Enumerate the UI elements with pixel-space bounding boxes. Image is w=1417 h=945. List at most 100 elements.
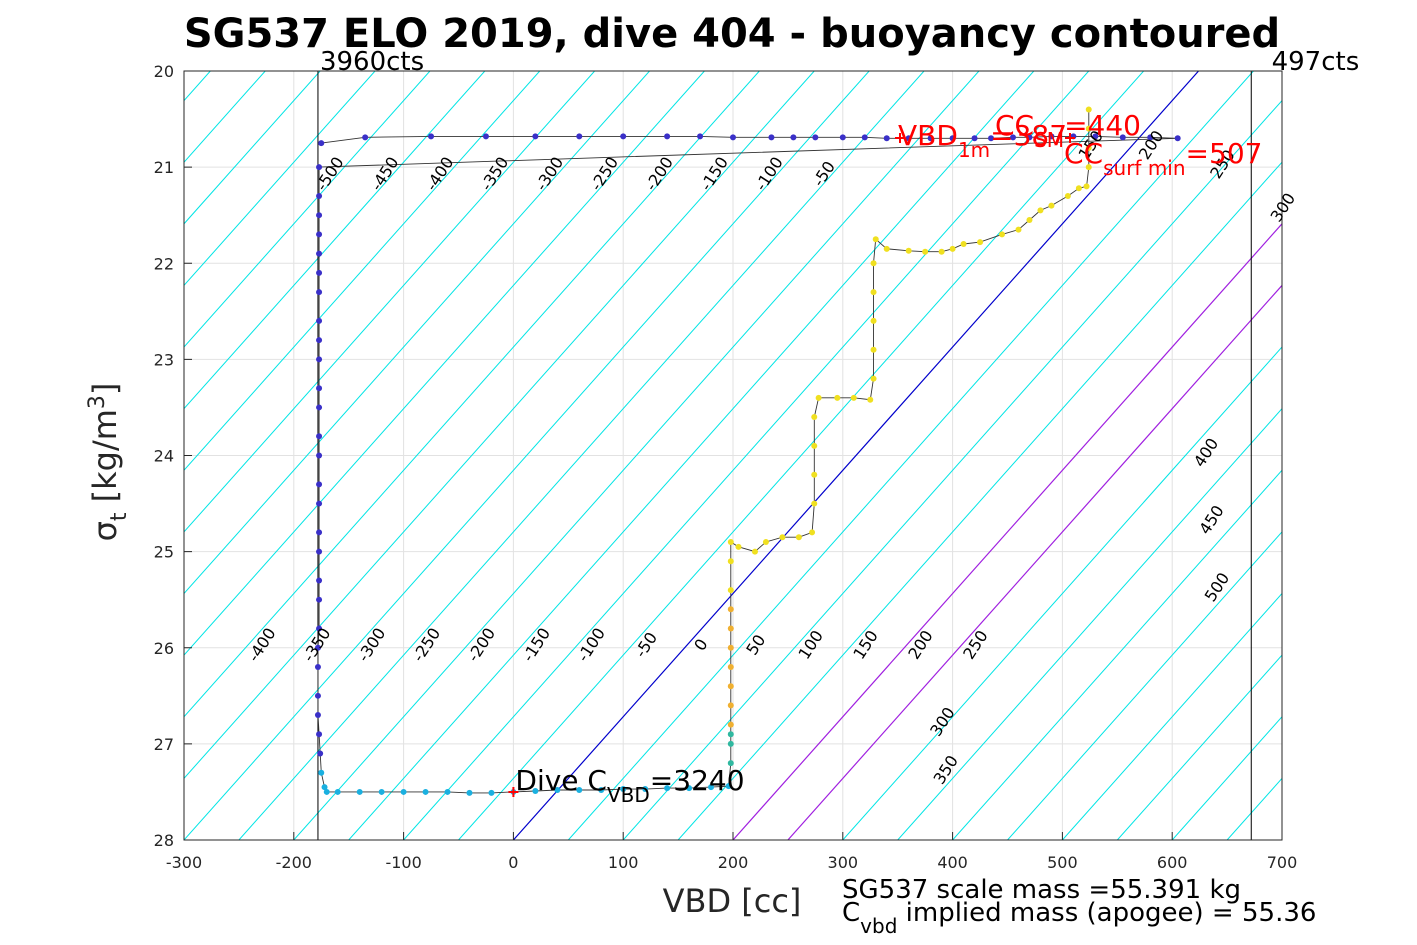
data-point xyxy=(334,788,341,795)
data-point xyxy=(620,133,627,140)
ticks: -300 -200 -100 0 100 200 300 400 500 600 700 20 21 22… xyxy=(154,62,1298,872)
data-point xyxy=(1083,183,1090,190)
data-point xyxy=(1085,106,1092,113)
y-tick-label: 22 xyxy=(154,254,174,273)
data-point xyxy=(318,140,325,147)
x-tick-label: -200 xyxy=(276,853,312,872)
data-point xyxy=(861,134,868,141)
data-point xyxy=(815,394,822,401)
data-point xyxy=(316,548,323,555)
x-tick-label: -300 xyxy=(166,853,202,872)
data-point xyxy=(321,784,328,791)
y-tick-label: 28 xyxy=(154,831,174,850)
data-point xyxy=(727,721,734,728)
buoyancy-contours xyxy=(184,71,1417,840)
x-tick-label: 300 xyxy=(828,853,859,872)
data-point xyxy=(316,231,323,238)
data-point xyxy=(316,250,323,257)
data-point xyxy=(466,789,473,796)
data-point xyxy=(686,785,693,792)
data-point xyxy=(317,750,324,757)
data-point xyxy=(362,134,369,141)
data-point xyxy=(316,164,323,171)
contour-line xyxy=(1281,839,1282,840)
data-point xyxy=(316,481,323,488)
data-point xyxy=(316,317,323,324)
data-point xyxy=(1085,125,1092,132)
contour-line xyxy=(184,71,486,410)
data-point xyxy=(1174,135,1181,142)
data-point xyxy=(316,404,323,411)
x-tick-label: 500 xyxy=(1047,853,1078,872)
series xyxy=(314,106,1181,796)
contour-line xyxy=(184,71,650,595)
data-point xyxy=(850,394,857,401)
implied-mass-text: implied mass (apogee) = 55.36 xyxy=(897,898,1316,928)
y-tick-label: 25 xyxy=(154,543,174,562)
y-tick-label: 27 xyxy=(154,735,174,754)
data-point xyxy=(834,394,841,401)
data-point xyxy=(1075,185,1082,192)
y-axis-label-units-close: ] xyxy=(86,383,124,395)
y-axis-label-units: [kg/m xyxy=(86,409,124,502)
data-point xyxy=(905,247,912,254)
data-point xyxy=(1147,134,1154,141)
data-point xyxy=(812,134,819,141)
x-axis-label: VBD [cc] xyxy=(663,882,802,920)
data-point xyxy=(314,692,321,699)
data-point xyxy=(316,596,323,603)
data-point xyxy=(316,452,323,459)
contour-line xyxy=(677,161,1282,840)
data-point xyxy=(318,769,325,776)
data-point xyxy=(1085,144,1092,151)
data-point xyxy=(576,133,583,140)
data-point xyxy=(316,529,323,536)
contour-line xyxy=(1392,71,1417,840)
data-point xyxy=(532,787,539,794)
data-point xyxy=(1048,202,1055,209)
x-tick-label: 700 xyxy=(1267,853,1298,872)
contour-line xyxy=(1007,531,1282,840)
data-point xyxy=(697,133,704,140)
y-axis-label-main: σ xyxy=(86,521,124,541)
contour-line xyxy=(238,71,925,840)
data-point xyxy=(316,192,323,199)
cc-sm-marker xyxy=(1065,133,1075,143)
data-point xyxy=(422,788,429,795)
data-point xyxy=(316,731,323,738)
y-tick-label: 21 xyxy=(154,158,174,177)
data-point xyxy=(1026,216,1033,223)
data-point xyxy=(727,558,734,565)
data-point xyxy=(735,543,742,550)
data-point xyxy=(316,356,323,363)
data-point xyxy=(664,785,671,792)
data-point xyxy=(811,442,818,449)
data-point xyxy=(727,740,734,747)
data-point xyxy=(870,289,877,296)
data-point xyxy=(316,500,323,507)
data-point xyxy=(727,663,734,670)
implied-mass-c: C xyxy=(842,898,860,928)
data-point xyxy=(532,133,539,140)
data-point xyxy=(316,625,323,632)
data-point xyxy=(316,289,323,296)
data-point xyxy=(316,577,323,584)
data-point xyxy=(1085,164,1092,171)
data-point xyxy=(1009,134,1016,141)
contour-line xyxy=(184,71,705,656)
contour-line xyxy=(184,71,870,840)
data-point xyxy=(905,135,912,142)
data-point xyxy=(790,134,797,141)
count-label: 497cts xyxy=(1272,47,1360,77)
contour-line xyxy=(184,71,431,348)
data-point xyxy=(811,500,818,507)
data-point xyxy=(316,337,323,344)
contour-line xyxy=(1116,654,1282,840)
data-point xyxy=(727,539,734,546)
data-point xyxy=(988,135,995,142)
contour-line xyxy=(348,71,1035,840)
y-axis-label-sub: t xyxy=(107,512,132,521)
data-point xyxy=(977,239,984,246)
x-tick-label: 100 xyxy=(608,853,639,872)
